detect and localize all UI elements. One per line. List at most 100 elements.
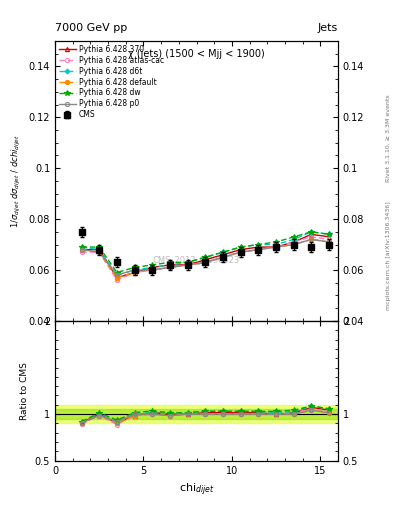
X-axis label: chi$_{dijet}$: chi$_{dijet}$ — [179, 481, 214, 498]
Text: mcplots.cern.ch [arXiv:1306.3436]: mcplots.cern.ch [arXiv:1306.3436] — [386, 202, 391, 310]
Pythia 6.428 atlas-cac — [292, 239, 296, 245]
Pythia 6.428 dw — [292, 234, 296, 240]
Text: χ (jets) (1500 < Mjj < 1900): χ (jets) (1500 < Mjj < 1900) — [128, 49, 265, 59]
Text: Jets: Jets — [318, 23, 338, 33]
Pythia 6.428 370 — [221, 251, 226, 258]
Pythia 6.428 default — [132, 269, 137, 275]
Pythia 6.428 atlas-cac — [239, 249, 243, 255]
Pythia 6.428 dw — [185, 259, 190, 265]
Pythia 6.428 370 — [150, 264, 155, 270]
Pythia 6.428 d6t — [150, 264, 155, 270]
Pythia 6.428 default — [79, 247, 84, 253]
Pythia 6.428 dw — [150, 262, 155, 268]
Pythia 6.428 atlas-cac — [132, 269, 137, 275]
Pythia 6.428 default — [185, 262, 190, 268]
Pythia 6.428 370 — [115, 274, 119, 281]
Pythia 6.428 p0 — [292, 242, 296, 248]
Pythia 6.428 default — [168, 264, 173, 270]
Pythia 6.428 p0 — [221, 254, 226, 260]
Pythia 6.428 atlas-cac — [185, 262, 190, 268]
Line: Pythia 6.428 d6t: Pythia 6.428 d6t — [80, 230, 331, 277]
Pythia 6.428 370 — [274, 244, 279, 250]
Pythia 6.428 dw — [132, 264, 137, 270]
Pythia 6.428 370 — [239, 247, 243, 253]
Pythia 6.428 d6t — [274, 242, 279, 248]
Pythia 6.428 atlas-cac — [221, 254, 226, 260]
Pythia 6.428 370 — [309, 231, 314, 238]
Pythia 6.428 d6t — [239, 244, 243, 250]
Line: Pythia 6.428 atlas-cac: Pythia 6.428 atlas-cac — [79, 235, 331, 282]
Legend: Pythia 6.428 370, Pythia 6.428 atlas-cac, Pythia 6.428 d6t, Pythia 6.428 default: Pythia 6.428 370, Pythia 6.428 atlas-cac… — [57, 43, 165, 121]
Text: Rivet 3.1.10, ≥ 3.3M events: Rivet 3.1.10, ≥ 3.3M events — [386, 94, 391, 182]
Pythia 6.428 d6t — [185, 259, 190, 265]
Text: CMS_2012_I1090423: CMS_2012_I1090423 — [153, 255, 240, 264]
Y-axis label: $1/\sigma_{dijet}\ d\sigma_{dijet}\ /\ dchi_{dijet}$: $1/\sigma_{dijet}\ d\sigma_{dijet}\ /\ d… — [10, 134, 23, 228]
Pythia 6.428 default — [274, 244, 279, 250]
Pythia 6.428 atlas-cac — [309, 234, 314, 240]
Pythia 6.428 atlas-cac — [274, 244, 279, 250]
Pythia 6.428 370 — [97, 247, 102, 253]
Pythia 6.428 atlas-cac — [327, 237, 332, 243]
Y-axis label: Ratio to CMS: Ratio to CMS — [20, 362, 29, 420]
Pythia 6.428 p0 — [274, 244, 279, 250]
Pythia 6.428 atlas-cac — [115, 277, 119, 283]
Pythia 6.428 370 — [203, 257, 208, 263]
Line: Pythia 6.428 default: Pythia 6.428 default — [79, 238, 331, 280]
Pythia 6.428 dw — [79, 244, 84, 250]
Pythia 6.428 d6t — [309, 229, 314, 235]
Pythia 6.428 atlas-cac — [168, 264, 173, 270]
Pythia 6.428 atlas-cac — [150, 267, 155, 273]
Pythia 6.428 dw — [115, 269, 119, 275]
Pythia 6.428 d6t — [115, 272, 119, 278]
Pythia 6.428 p0 — [97, 249, 102, 255]
Pythia 6.428 dw — [97, 244, 102, 250]
Pythia 6.428 default — [221, 254, 226, 260]
Pythia 6.428 370 — [79, 247, 84, 253]
Pythia 6.428 p0 — [168, 264, 173, 270]
Pythia 6.428 370 — [327, 234, 332, 240]
Pythia 6.428 d6t — [327, 231, 332, 238]
Pythia 6.428 default — [203, 259, 208, 265]
Pythia 6.428 p0 — [115, 272, 119, 278]
Line: Pythia 6.428 p0: Pythia 6.428 p0 — [79, 238, 331, 277]
Pythia 6.428 p0 — [327, 239, 332, 245]
Pythia 6.428 atlas-cac — [79, 249, 84, 255]
Pythia 6.428 default — [239, 249, 243, 255]
Pythia 6.428 dw — [221, 249, 226, 255]
Pythia 6.428 d6t — [203, 254, 208, 260]
Pythia 6.428 d6t — [79, 244, 84, 250]
Pythia 6.428 370 — [185, 262, 190, 268]
Pythia 6.428 p0 — [79, 247, 84, 253]
Pythia 6.428 default — [115, 274, 119, 281]
Text: 7000 GeV pp: 7000 GeV pp — [55, 23, 127, 33]
Pythia 6.428 d6t — [221, 249, 226, 255]
Pythia 6.428 370 — [132, 269, 137, 275]
Pythia 6.428 p0 — [309, 237, 314, 243]
Line: Pythia 6.428 370: Pythia 6.428 370 — [79, 232, 331, 280]
Pythia 6.428 default — [292, 242, 296, 248]
Pythia 6.428 p0 — [132, 267, 137, 273]
Line: Pythia 6.428 dw: Pythia 6.428 dw — [79, 229, 332, 275]
Pythia 6.428 d6t — [132, 267, 137, 273]
Pythia 6.428 dw — [274, 239, 279, 245]
Pythia 6.428 d6t — [168, 262, 173, 268]
Pythia 6.428 p0 — [239, 249, 243, 255]
Pythia 6.428 d6t — [256, 242, 261, 248]
Pythia 6.428 370 — [256, 244, 261, 250]
Pythia 6.428 370 — [292, 239, 296, 245]
Pythia 6.428 dw — [309, 229, 314, 235]
Pythia 6.428 default — [256, 247, 261, 253]
Pythia 6.428 default — [150, 267, 155, 273]
Pythia 6.428 dw — [327, 231, 332, 238]
Pythia 6.428 atlas-cac — [97, 249, 102, 255]
Pythia 6.428 d6t — [97, 247, 102, 253]
Pythia 6.428 default — [327, 239, 332, 245]
Pythia 6.428 default — [97, 249, 102, 255]
Pythia 6.428 dw — [168, 259, 173, 265]
Pythia 6.428 p0 — [203, 259, 208, 265]
Pythia 6.428 dw — [256, 242, 261, 248]
Pythia 6.428 p0 — [185, 262, 190, 268]
Pythia 6.428 370 — [168, 262, 173, 268]
Pythia 6.428 dw — [203, 254, 208, 260]
Pythia 6.428 atlas-cac — [203, 259, 208, 265]
